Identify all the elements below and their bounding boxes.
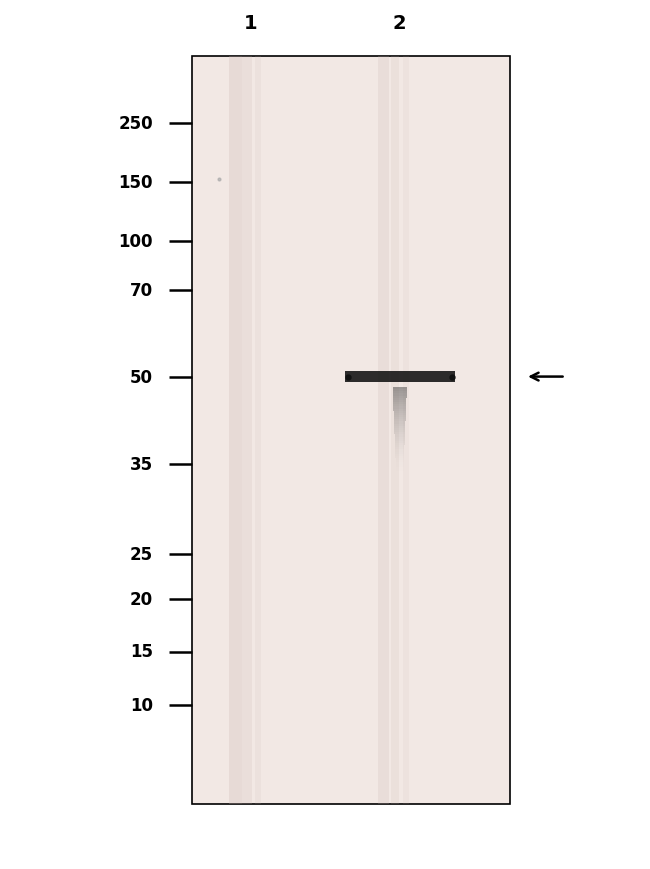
Bar <box>393 396 406 398</box>
Bar <box>395 430 405 433</box>
Bar <box>344 372 455 382</box>
Bar <box>394 415 406 418</box>
Bar <box>395 428 405 430</box>
Text: 70: 70 <box>129 282 153 300</box>
Bar <box>393 392 407 394</box>
Text: 2: 2 <box>393 14 406 33</box>
Text: 15: 15 <box>130 643 153 660</box>
Bar <box>394 427 406 428</box>
Bar <box>393 409 406 411</box>
Bar <box>378 56 389 804</box>
Bar <box>229 56 242 804</box>
Bar <box>396 469 404 472</box>
Text: 250: 250 <box>118 115 153 132</box>
Bar <box>255 56 261 804</box>
Bar <box>395 446 404 448</box>
Bar <box>396 472 404 474</box>
Bar <box>393 407 406 409</box>
Bar <box>393 405 406 407</box>
Bar <box>393 402 406 405</box>
Bar <box>393 389 407 392</box>
Bar <box>396 465 404 468</box>
Bar <box>395 450 404 452</box>
Bar <box>242 56 252 804</box>
Bar <box>396 463 404 465</box>
Bar <box>394 424 406 427</box>
Bar <box>395 454 404 456</box>
Bar <box>395 456 404 459</box>
Text: 20: 20 <box>129 591 153 608</box>
Bar <box>395 452 404 454</box>
Bar <box>396 468 404 469</box>
Bar <box>395 433 405 434</box>
Bar <box>403 56 410 804</box>
Bar <box>396 459 404 461</box>
Bar <box>395 448 404 450</box>
Bar <box>395 439 405 441</box>
Bar <box>394 414 406 415</box>
Bar <box>395 437 405 439</box>
Text: 1: 1 <box>244 14 257 33</box>
Bar <box>394 418 406 420</box>
Bar <box>393 388 407 389</box>
Bar <box>394 411 406 414</box>
Bar <box>394 422 406 424</box>
Text: 25: 25 <box>129 546 153 563</box>
Bar <box>395 443 404 446</box>
Bar <box>391 56 399 804</box>
Bar <box>395 434 405 437</box>
Bar <box>393 394 407 396</box>
Text: 100: 100 <box>118 233 153 250</box>
Text: 10: 10 <box>130 697 153 714</box>
Bar <box>394 420 406 422</box>
Bar <box>393 401 406 402</box>
Bar <box>393 398 406 401</box>
Bar <box>192 56 510 804</box>
Bar <box>396 461 404 463</box>
Text: 35: 35 <box>129 456 153 474</box>
Text: 150: 150 <box>118 174 153 191</box>
Text: 50: 50 <box>130 368 153 386</box>
Bar <box>395 441 405 443</box>
